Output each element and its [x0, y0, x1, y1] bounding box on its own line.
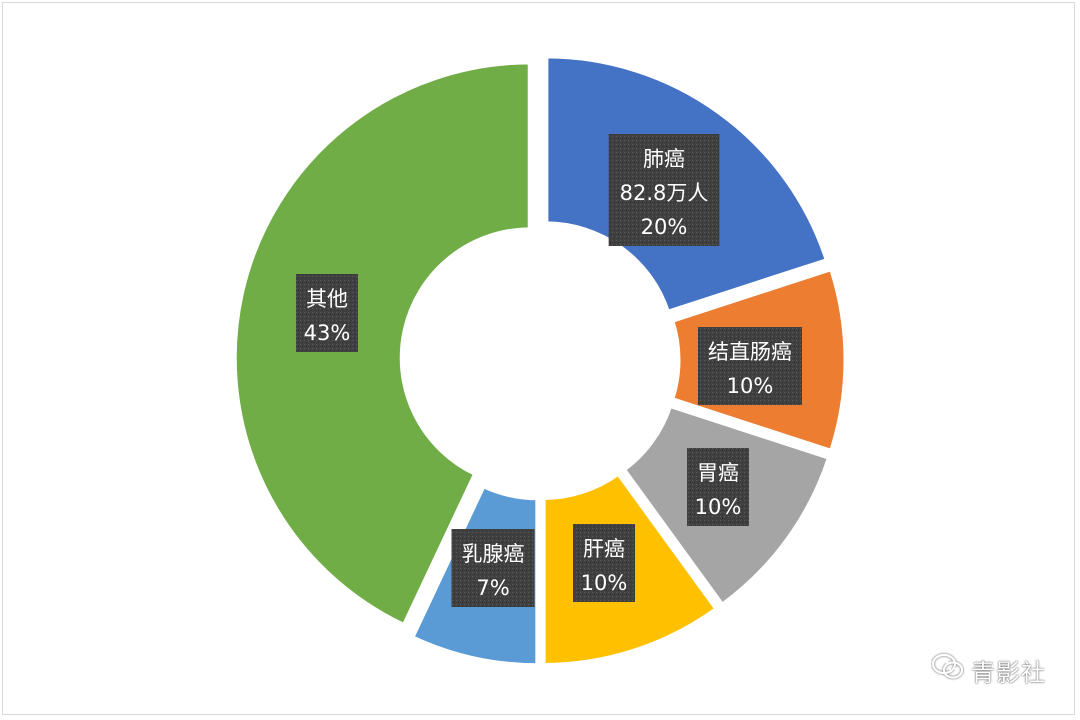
data-label-box [296, 274, 358, 352]
data-label-text: 其他 [306, 287, 348, 311]
data-label-box [687, 448, 749, 526]
data-label-4: 肝癌 10% [573, 524, 635, 602]
slices-layer [231, 53, 849, 669]
data-label-box [698, 327, 802, 405]
wechat-icon [931, 652, 965, 688]
data-label-text: 10% [695, 495, 742, 519]
data-label-text: 胃癌 [697, 461, 739, 485]
data-label-box [451, 529, 535, 607]
data-label-text: 7% [476, 576, 509, 600]
data-label-1: 肺癌 82.8万人 20% [608, 134, 720, 246]
data-label-text: 肺癌 [643, 147, 685, 171]
watermark-text: 青影社 [971, 658, 1046, 687]
data-label-2: 结直肠癌 10% [698, 327, 802, 405]
data-label-text: 结直肠癌 [708, 340, 792, 364]
data-label-text: 10% [727, 374, 774, 398]
watermark: 青影社 [931, 652, 1046, 688]
data-label-text: 20% [641, 215, 688, 239]
data-label-text: 乳腺癌 [462, 542, 525, 566]
data-label-text: 82.8万人 [620, 181, 709, 205]
data-label-text: 肝癌 [583, 537, 625, 561]
data-label-text: 43% [304, 321, 351, 345]
data-label-box [608, 134, 720, 246]
data-label-box [573, 524, 635, 602]
data-label-6: 其他 43% [296, 274, 358, 352]
data-label-5: 乳腺癌 7% [451, 529, 535, 607]
data-label-text: 10% [581, 571, 628, 595]
slice-6 [231, 59, 533, 629]
labels-layer: 肺癌 82.8万人 20% 结直肠癌 10% 胃癌 10% 肝癌 10% 乳腺癌 7% 其他 43% [296, 134, 802, 607]
data-label-3: 胃癌 10% [687, 448, 749, 526]
